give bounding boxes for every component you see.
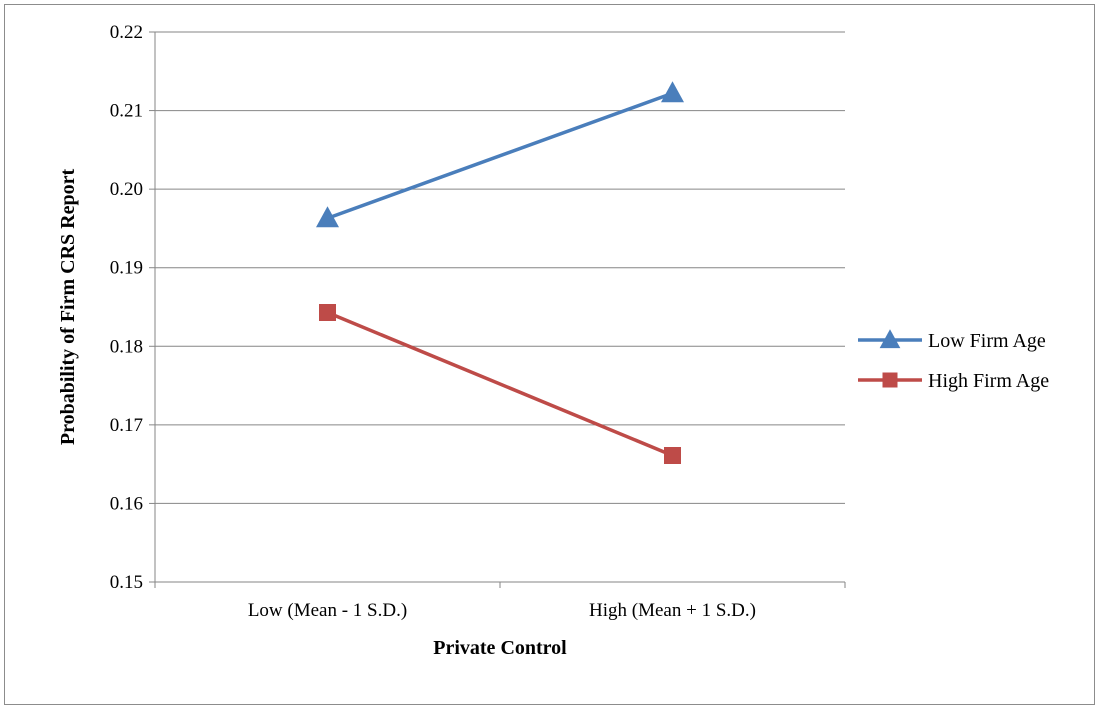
series: [316, 81, 684, 464]
axes: [149, 31, 846, 588]
y-tick-label: 0.18: [110, 336, 143, 357]
legend-label: Low Firm Age: [928, 330, 1046, 352]
legend: Low Firm Age High Firm Age: [858, 329, 1049, 392]
series-low-firm-age: [316, 81, 684, 228]
y-tick-labels: 0.15 0.16 0.17 0.18 0.19 0.20 0.21 0.22: [110, 22, 143, 593]
legend-marker: [879, 329, 901, 349]
data-point: [664, 447, 681, 464]
x-tick-label: Low (Mean - 1 S.D.): [248, 600, 407, 621]
y-tick-label: 0.15: [110, 572, 143, 593]
y-tick-label: 0.19: [110, 258, 143, 279]
y-tick-label: 0.16: [110, 493, 143, 514]
gridlines: [155, 31, 845, 504]
y-tick-label: 0.21: [110, 101, 143, 122]
legend-label: High Firm Age: [928, 370, 1049, 392]
legend-item: High Firm Age: [858, 370, 1049, 392]
y-axis-title: Probability of Firm CRS Report: [57, 169, 79, 446]
x-tick-labels: Low (Mean - 1 S.D.) High (Mean + 1 S.D.): [248, 600, 756, 621]
legend-marker: [882, 372, 898, 388]
series-line: [326, 310, 674, 458]
chart-frame: [4, 4, 1095, 705]
x-tick-label: High (Mean + 1 S.D.): [589, 600, 756, 621]
y-tick-label: 0.20: [110, 179, 143, 200]
y-tick-label: 0.17: [110, 415, 143, 436]
series-line: [326, 91, 674, 220]
x-axis-title: Private Control: [433, 637, 567, 659]
data-point: [319, 304, 336, 321]
data-point: [661, 81, 684, 103]
y-tick-label: 0.22: [110, 22, 143, 43]
legend-item: Low Firm Age: [858, 329, 1046, 352]
data-point: [316, 206, 339, 228]
series-high-firm-age: [319, 304, 681, 464]
